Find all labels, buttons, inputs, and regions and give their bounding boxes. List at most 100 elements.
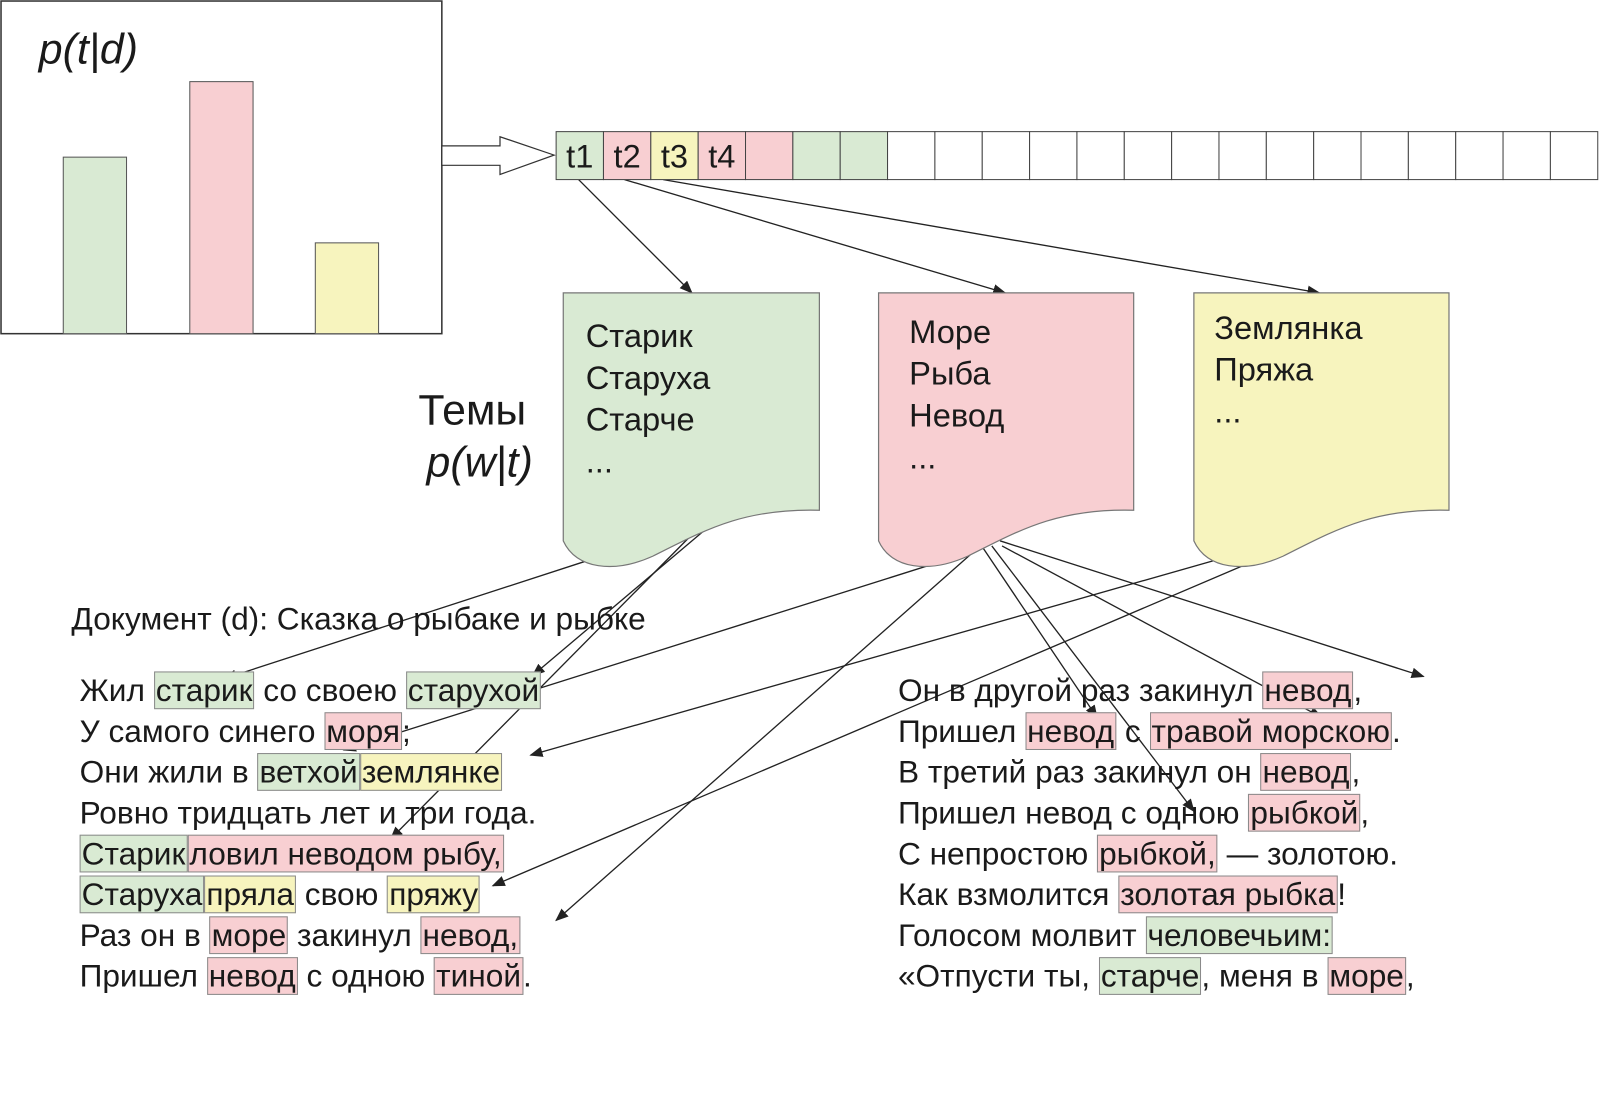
token-cell	[602, 131, 652, 181]
token-cell	[744, 131, 794, 181]
bar	[189, 81, 254, 335]
text-segment: Ровно тридцать лет и три года.	[79, 794, 537, 831]
token-cell	[1313, 131, 1362, 181]
highlighted-word: пряла	[204, 875, 296, 914]
document-title: Документ (d): Сказка о рыбаке и рыбке	[71, 601, 646, 637]
document-line: Раз он в море закинул невод,	[80, 916, 521, 955]
document-line: Старик ловил неводом рыбу,	[79, 834, 504, 874]
highlighted-word: пряжу	[387, 875, 481, 914]
document-line: Ровно тридцать лет и три года.	[80, 794, 537, 833]
arrow	[555, 550, 975, 922]
token-cell	[555, 131, 604, 181]
token-cell	[697, 131, 747, 181]
token-cell	[1029, 131, 1078, 181]
token-label: t1	[566, 137, 593, 174]
text-segment: Пришел	[897, 713, 1026, 749]
document-line: У самого синего моря;	[80, 712, 411, 751]
highlighted-word: невод	[206, 957, 298, 995]
highlighted-word: невод,	[420, 916, 521, 955]
token-cell	[1549, 131, 1599, 181]
highlighted-word: тиной	[434, 957, 524, 995]
text-segment: с	[1116, 713, 1150, 749]
highlighted-word: ветхой	[257, 753, 360, 791]
text-segment: !	[1337, 876, 1347, 913]
token-cell	[1123, 131, 1173, 181]
text-segment: , меня в	[1201, 958, 1328, 994]
text-segment: Жил	[79, 672, 154, 709]
token-label: t3	[661, 137, 688, 174]
topic-word: Землянка	[1214, 309, 1363, 346]
highlighted-word: море	[1327, 957, 1406, 995]
block-arrow	[441, 135, 556, 176]
chart-label: p(t|d)	[37, 25, 138, 73]
arrow	[223, 558, 593, 680]
text-segment: закинул	[288, 917, 421, 954]
token-cell	[934, 131, 983, 181]
token-label: t2	[614, 137, 641, 174]
arrow	[663, 178, 1321, 297]
highlighted-word: рыбкой,	[1097, 834, 1218, 873]
topic-word: Старуха	[586, 359, 711, 396]
text-segment: Раз он в	[79, 917, 210, 954]
arrow	[342, 550, 975, 752]
topic-document	[877, 292, 1135, 568]
highlighted-word: Старик	[79, 834, 188, 873]
highlighted-word: старик	[153, 671, 255, 710]
arrow	[578, 179, 693, 294]
text-segment: Пришел	[79, 958, 207, 994]
token-cell	[1360, 131, 1409, 181]
document-line: Пришел невод с одною тиной.	[80, 957, 532, 996]
highlighted-word: старче	[1098, 957, 1202, 995]
text-segment: Как взмолится	[897, 876, 1119, 913]
token-label: t4	[708, 137, 735, 174]
topics-title: Темы	[418, 386, 526, 434]
token-cell	[1218, 131, 1267, 181]
arrow	[531, 530, 705, 677]
text-segment: ,	[1353, 672, 1363, 709]
token-cell	[1265, 131, 1315, 181]
document-line: Он в другой раз закинул невод,	[898, 671, 1362, 710]
arrow	[981, 545, 1098, 719]
highlighted-word: золотая рыбка	[1118, 875, 1338, 914]
highlighted-word: море	[209, 916, 289, 955]
highlighted-word: человечьим:	[1145, 916, 1334, 955]
text-segment: С непростою	[897, 835, 1098, 872]
text-segment: В третий раз закинул он	[897, 754, 1261, 790]
text-segment: с одною	[297, 958, 435, 994]
highlighted-word: моря	[324, 712, 403, 750]
highlighted-word: ловил неводом рыбу,	[187, 834, 504, 873]
token-cell	[650, 131, 699, 181]
document-line: Пришел невод с травой морскою.	[898, 712, 1401, 751]
document-line: «Отпусти ты, старче, меня в море,	[898, 957, 1415, 996]
document-line: Голосом молвит человечьим:	[898, 916, 1334, 955]
highlighted-word: старухой	[405, 671, 542, 710]
topic-word: Невод	[909, 397, 1004, 434]
document-line: В третий раз закинул он невод,	[898, 753, 1360, 792]
token-cell	[792, 131, 841, 181]
highlighted-word: невод	[1262, 671, 1354, 710]
token-cell	[1076, 131, 1125, 181]
highlighted-word: травой морскою	[1149, 712, 1393, 750]
token-cell	[1171, 131, 1220, 181]
document-line: Как взмолится золотая рыбка!	[897, 875, 1347, 915]
arrows	[223, 178, 1425, 922]
text-segment: ;	[402, 713, 411, 749]
text-segment: ,	[1351, 754, 1361, 790]
highlighted-word: рыбкой	[1248, 793, 1361, 832]
highlighted-word: Старуха	[79, 875, 205, 914]
token-cell	[981, 131, 1031, 181]
highlighted-word: невод	[1025, 712, 1117, 750]
highlighted-word: землянке	[359, 753, 503, 791]
token-cell	[1407, 131, 1457, 181]
topic-word: Рыба	[909, 355, 991, 392]
text-segment: ,	[1405, 958, 1415, 994]
topic-word: Старче	[586, 401, 695, 438]
text-segment: Пришел невод с одною	[897, 794, 1249, 831]
arrow	[991, 545, 1195, 813]
arrow	[491, 555, 1266, 887]
text-segment: со своею	[254, 672, 406, 709]
text-segment: .	[523, 958, 532, 994]
